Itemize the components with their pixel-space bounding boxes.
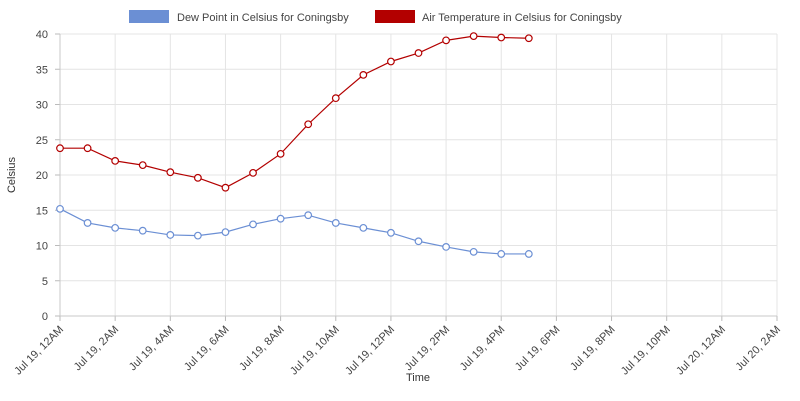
- air-temperature-point[interactable]: [249, 168, 257, 177]
- air-temperature-point[interactable]: [387, 57, 395, 66]
- air-temperature-point[interactable]: [138, 161, 147, 170]
- grid: [60, 33, 778, 316]
- x-tick-label: Jul 19, 4AM: [127, 324, 177, 374]
- y-tick-label: 35: [36, 64, 48, 76]
- y-tick-label: 15: [36, 205, 48, 217]
- series-layer: [56, 32, 533, 258]
- dew-point-point[interactable]: [221, 228, 230, 237]
- air-temperature-point[interactable]: [166, 168, 175, 177]
- legend-swatch-air-temperature[interactable]: [375, 10, 415, 23]
- x-tick-label: Jul 19, 2AM: [72, 324, 122, 374]
- x-tick-label: Jul 19, 12PM: [343, 324, 397, 378]
- air-temperature-point[interactable]: [359, 70, 368, 79]
- y-tick-label: 10: [36, 241, 48, 253]
- air-temperature-point[interactable]: [221, 183, 230, 192]
- dew-point-point[interactable]: [414, 237, 423, 246]
- x-tick-label: Jul 19, 10PM: [619, 324, 673, 378]
- air-temperature-point[interactable]: [83, 144, 92, 153]
- air-temperature-point[interactable]: [111, 156, 120, 165]
- x-tick-label: Jul 19, 12AM: [12, 324, 66, 378]
- x-axis-title: Time: [406, 372, 430, 384]
- dew-point-point[interactable]: [331, 219, 340, 227]
- y-tick-label: 0: [42, 311, 48, 323]
- air-temperature-point[interactable]: [276, 149, 285, 158]
- x-tick-label: Jul 19, 2PM: [403, 324, 453, 374]
- x-tick-label: Jul 20, 12AM: [674, 324, 728, 378]
- air-temperature-point[interactable]: [469, 32, 478, 41]
- y-axis-title: Celsius: [6, 156, 18, 193]
- x-tick-label: Jul 19, 8PM: [568, 324, 618, 374]
- x-tick-label: Jul 19, 6AM: [182, 324, 232, 374]
- x-tick-label: Jul 19, 4PM: [458, 324, 508, 374]
- dew-point-point[interactable]: [249, 220, 257, 229]
- dew-point-point[interactable]: [166, 231, 175, 239]
- legend-swatch-dew-point[interactable]: [129, 10, 169, 23]
- x-tick-label: Jul 19, 10AM: [288, 324, 342, 378]
- air-temperature-point[interactable]: [56, 144, 64, 153]
- dew-point-point[interactable]: [111, 223, 120, 232]
- air-temperature-line: [60, 35, 529, 189]
- air-temperature-point[interactable]: [304, 120, 313, 129]
- dew-point-point[interactable]: [193, 231, 202, 240]
- x-tick-label: Jul 19, 8AM: [237, 324, 287, 374]
- dew-point-point[interactable]: [83, 219, 92, 227]
- dew-point-point[interactable]: [387, 228, 395, 237]
- air-temperature-point[interactable]: [497, 33, 506, 42]
- dew-point-point[interactable]: [138, 226, 147, 235]
- air-temperature-point[interactable]: [442, 36, 450, 45]
- legend-label-dew-point[interactable]: Dew Point in Celsius for Coningsby: [177, 12, 349, 24]
- y-tick-label: 30: [36, 100, 48, 112]
- y-tick-label: 40: [36, 29, 48, 41]
- air-temperature-point[interactable]: [331, 94, 340, 103]
- dew-point-point[interactable]: [304, 211, 313, 220]
- dew-point-point[interactable]: [524, 250, 533, 258]
- dew-point-point[interactable]: [359, 223, 368, 232]
- y-tick-label: 20: [36, 170, 48, 182]
- dew-point-point[interactable]: [469, 247, 478, 256]
- legend-label-air-temperature[interactable]: Air Temperature in Celsius for Coningsby: [422, 12, 622, 24]
- legend: Dew Point in Celsius for Coningsby Air Te…: [129, 10, 622, 24]
- dew-point-line: [59, 208, 529, 255]
- air-temperature-point[interactable]: [193, 173, 202, 182]
- dew-point-point[interactable]: [442, 243, 450, 251]
- dew-point-point[interactable]: [56, 204, 64, 213]
- y-tick-label: 5: [42, 276, 48, 288]
- air-temperature-point[interactable]: [524, 34, 533, 43]
- air-temperature-point[interactable]: [414, 49, 423, 57]
- dew-point-point[interactable]: [497, 250, 506, 258]
- x-tick-label: Jul 19, 6PM: [513, 324, 563, 374]
- x-tick-label: Jul 20, 2AM: [734, 324, 784, 374]
- y-tick-label: 25: [36, 135, 48, 147]
- dew-point-point[interactable]: [276, 214, 285, 223]
